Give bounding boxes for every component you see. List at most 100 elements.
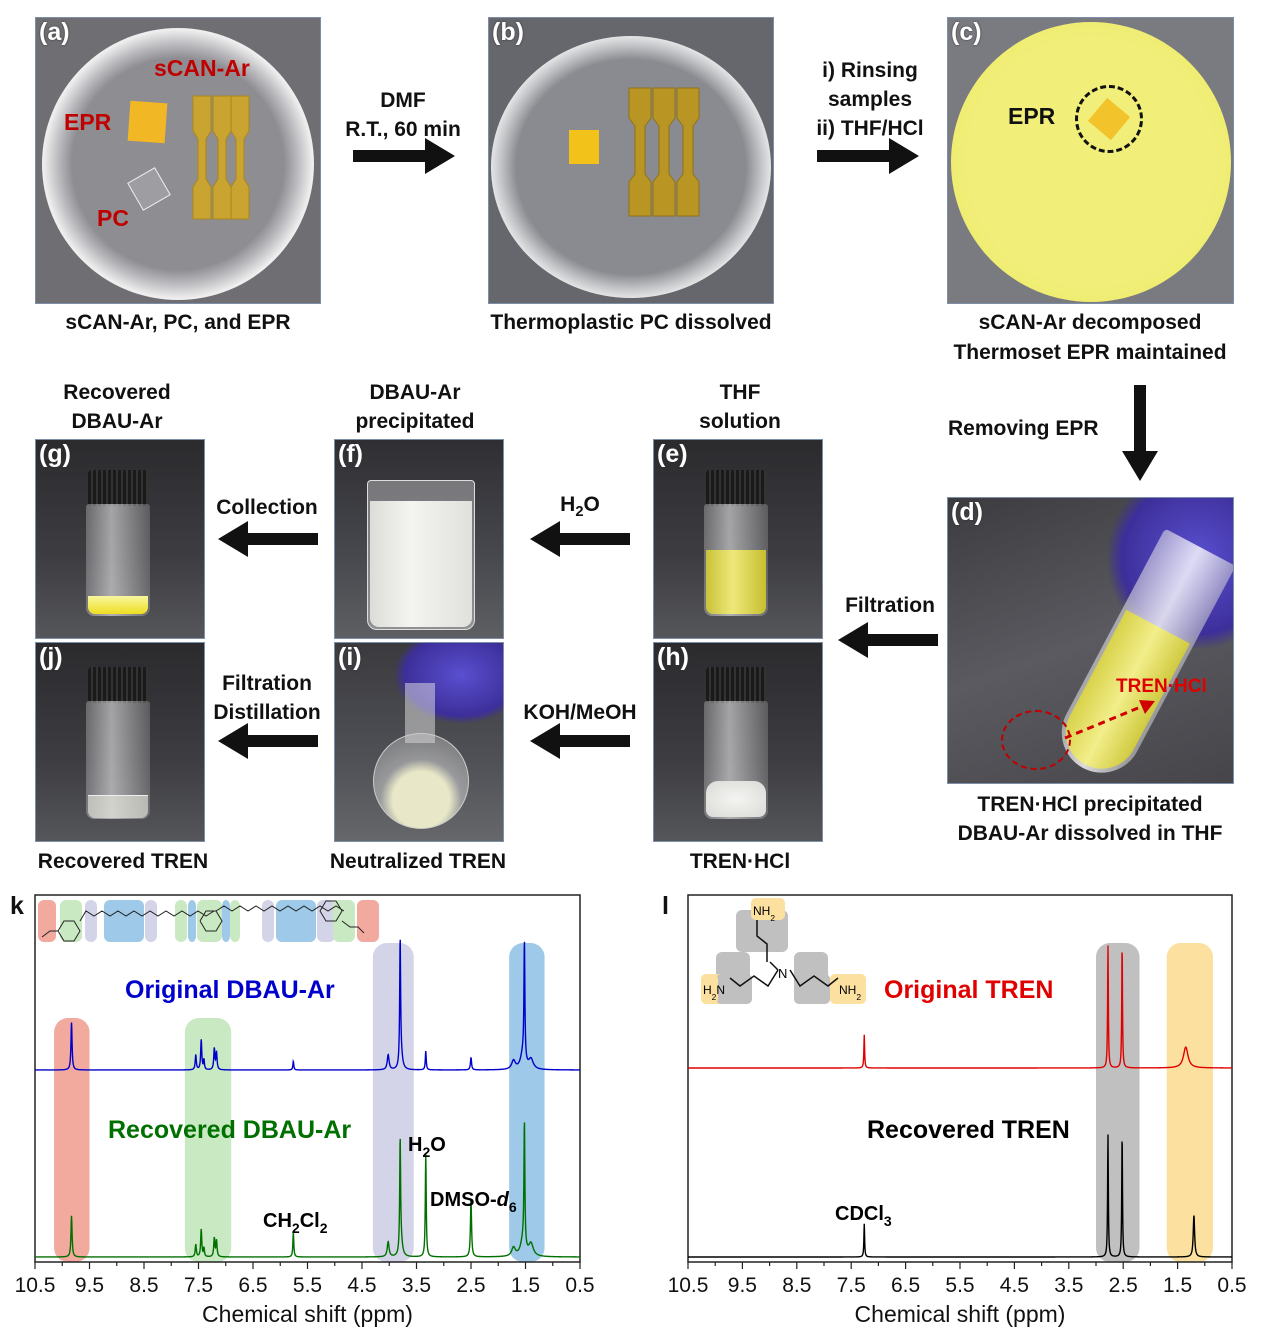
arrow-down-icon: [1122, 385, 1158, 481]
x-tick-label: 0.5: [565, 1274, 594, 1297]
series-label: Original TREN: [884, 976, 1053, 1004]
beaker: [367, 480, 475, 630]
subscript: 2: [770, 913, 775, 923]
title-f-line2: precipitated: [355, 410, 475, 433]
subscript: 2: [712, 992, 717, 1002]
vial-cap: [706, 667, 766, 703]
structure-highlight: [830, 974, 866, 1004]
label-koh-meoh: KOH/MeOH: [523, 701, 637, 724]
photo-h: (h): [653, 642, 823, 842]
photo-d: (d) TREN·HCl: [947, 497, 1234, 784]
vial-cap: [88, 667, 148, 703]
x-tick-label: 9.5: [728, 1274, 757, 1297]
subscript: 6: [509, 1199, 517, 1215]
label-rinsing: i) Rinsing: [822, 59, 918, 82]
dashed-ellipse: [1001, 710, 1071, 770]
structure-highlight: [736, 910, 788, 952]
spectrum-line: [688, 945, 1232, 1069]
label-distillation: Distillation: [213, 701, 321, 724]
label-n: N: [778, 966, 787, 981]
structure-highlight: [188, 900, 196, 942]
h2o-tail: O: [583, 493, 600, 516]
title-g-line1: Recovered: [63, 381, 171, 404]
subscript: 2: [422, 1144, 430, 1160]
x-tick-label: 8.5: [129, 1274, 158, 1297]
x-tick-label: 0.5: [1217, 1274, 1246, 1297]
structure-highlight: [701, 974, 718, 1004]
petri-dish-yellow: [951, 22, 1231, 302]
x-tick-label: 2.5: [1109, 1274, 1138, 1297]
x-axis-label: Chemical shift (ppm): [855, 1301, 1066, 1327]
epr-sample: [569, 130, 599, 164]
x-tick-label: 1.5: [511, 1274, 540, 1297]
yellow-solid: [88, 596, 148, 614]
title-e-line1: THF: [719, 381, 761, 404]
label-samples: samples: [827, 88, 913, 111]
structure-highlight: [104, 900, 144, 942]
x-tick-label: 3.5: [1054, 1274, 1083, 1297]
label-nh2-top: NH2: [753, 904, 775, 923]
annotation-cdcl3: CDCl3: [835, 1203, 892, 1229]
label-h2n: H2N: [703, 983, 725, 1002]
label-dmf: DMF: [380, 89, 426, 112]
structure-highlight: [716, 974, 752, 1004]
series-label: Original DBAU-Ar: [125, 976, 335, 1004]
structure-highlight: [197, 900, 222, 942]
highlight-band: [509, 943, 545, 1262]
panel-label-b: (b): [492, 18, 524, 46]
x-tick-label: 8.5: [782, 1274, 811, 1297]
nmr-chart-l: 10.5 9.5 8.5 7.5 6.5 5.5 4.5 3.5 2.5 1.5 0.5 Chemic…: [668, 894, 1247, 1327]
caption-d-line1: TREN·HCl precipitated: [977, 793, 1203, 816]
vial-cap: [88, 470, 148, 506]
caption-d-line2: DBAU-Ar dissolved in THF: [957, 822, 1223, 845]
vial-cap: [706, 470, 766, 506]
x-tick-label: 1.5: [1163, 1274, 1192, 1297]
panel-label-g: (g): [39, 440, 71, 468]
label-collection: Collection: [216, 496, 318, 519]
highlight-band: [1096, 943, 1140, 1262]
x-tick-label: 7.5: [184, 1274, 213, 1297]
dashed-circle: [1075, 85, 1143, 153]
caption-c-line2: Thermoset EPR maintained: [953, 341, 1227, 364]
tren-hcl-powder: [706, 781, 766, 817]
x-tick-label: 6.5: [891, 1274, 920, 1297]
petri-dish: [42, 28, 314, 300]
series-label: Recovered TREN: [867, 1116, 1070, 1144]
structure-highlight: [175, 900, 187, 942]
highlight-band: [184, 1018, 232, 1262]
series-label: Recovered DBAU-Ar: [108, 1116, 351, 1144]
structure-highlight: [276, 900, 316, 942]
panel-label-d: (d): [951, 498, 983, 526]
x-tick-label: 5.5: [945, 1274, 974, 1297]
x-tick-label: 2.5: [456, 1274, 485, 1297]
epr-sample: [127, 100, 168, 144]
panel-label-k: k: [10, 892, 24, 920]
caption-a: sCAN-Ar, PC, and EPR: [65, 311, 291, 334]
structure-highlight: [794, 974, 830, 1004]
caption-j: Recovered TREN: [37, 850, 209, 873]
x-tick-label: 4.5: [1000, 1274, 1029, 1297]
panel-label-e: (e): [657, 440, 688, 468]
arrow-left-icon: [838, 622, 938, 658]
subscript: Cl: [300, 1210, 320, 1232]
caption-c-line1: sCAN-Ar decomposed: [978, 311, 1202, 334]
photo-i: (i): [334, 642, 504, 842]
title-g-line2: DBAU-Ar: [71, 410, 163, 433]
arrow-left-icon: [218, 723, 318, 759]
subscript: 2: [292, 1220, 300, 1236]
label-rt-60min: R.T., 60 min: [345, 118, 461, 141]
highlight-band: [54, 1018, 90, 1262]
structure-bonds: [41, 900, 365, 942]
label-filtration: Filtration: [845, 594, 935, 617]
subscript: N: [716, 983, 725, 997]
structure-highlight: [333, 900, 355, 942]
x-tick-label: 5.5: [293, 1274, 322, 1297]
vial: [704, 504, 768, 616]
h2o-main: H: [560, 493, 576, 516]
spectrum-line: [688, 1134, 1232, 1258]
structure-highlight: [751, 898, 785, 920]
x-tick-label: 4.5: [347, 1274, 376, 1297]
subscript: 2: [856, 992, 861, 1002]
